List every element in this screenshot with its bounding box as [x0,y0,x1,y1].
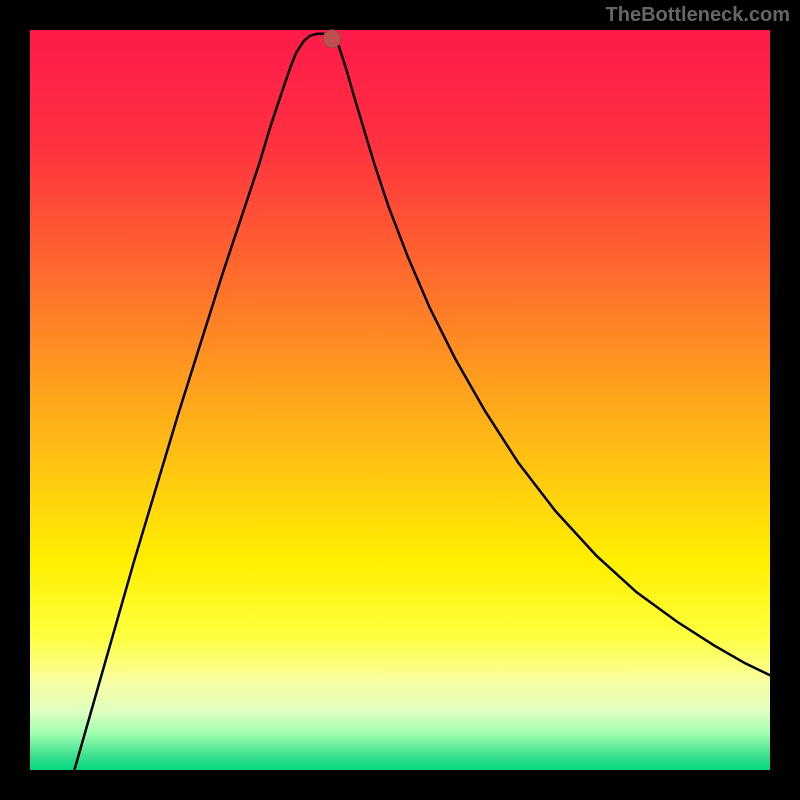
plot-background [30,30,770,770]
watermark-text: TheBottleneck.com [606,4,790,27]
bottleneck-chart [0,0,800,800]
optimum-marker [323,30,341,48]
chart-container: TheBottleneck.com [0,0,800,800]
